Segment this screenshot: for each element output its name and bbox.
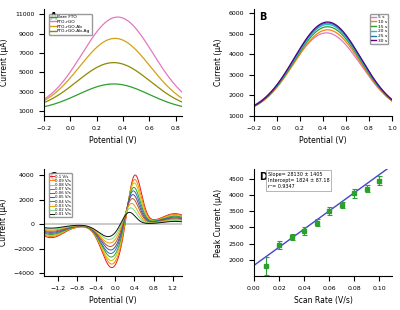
Text: Slope= 28130 ± 1405
Intercept= 1824 ± 87.18
r²= 0.9347: Slope= 28130 ± 1405 Intercept= 1824 ± 87…: [268, 172, 329, 189]
Y-axis label: Current (μA): Current (μA): [0, 39, 9, 86]
Legend: 5 s, 10 s, 15 s, 20 s, 25 s, 30 s: 5 s, 10 s, 15 s, 20 s, 25 s, 30 s: [370, 14, 388, 44]
Y-axis label: Current (μA): Current (μA): [0, 199, 8, 246]
X-axis label: Potential (V): Potential (V): [89, 296, 137, 305]
Legend: 0.1 V/s, 0.09 V/s, 0.08 V/s, 0.07 V/s, 0.06 V/s, 0.05 V/s, 0.04 V/s, 0.03 V/s, 0: 0.1 V/s, 0.09 V/s, 0.08 V/s, 0.07 V/s, 0…: [49, 173, 72, 217]
Text: B: B: [260, 12, 267, 23]
X-axis label: Potential (V): Potential (V): [89, 136, 137, 145]
Text: D: D: [260, 172, 268, 183]
Text: C: C: [50, 172, 57, 183]
Text: A: A: [50, 12, 57, 23]
Y-axis label: Peak Current (μA): Peak Current (μA): [214, 188, 223, 257]
Legend: Bare FTO, FTO-rGO, FTO-rGO-Ab, FTO-rGO-Ab-Ag: Bare FTO, FTO-rGO, FTO-rGO-Ab, FTO-rGO-A…: [49, 14, 92, 35]
X-axis label: Scan Rate (V/s): Scan Rate (V/s): [294, 296, 352, 305]
X-axis label: Potential (V): Potential (V): [299, 136, 347, 145]
Y-axis label: Current (μA): Current (μA): [214, 39, 223, 86]
